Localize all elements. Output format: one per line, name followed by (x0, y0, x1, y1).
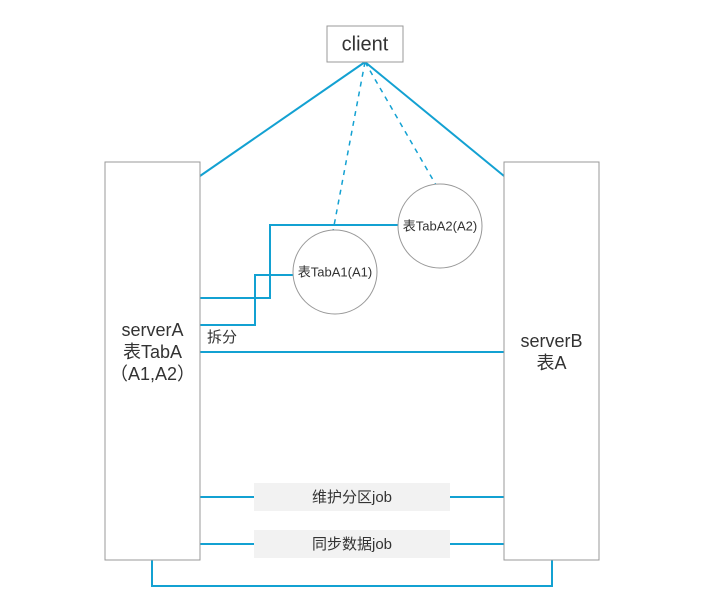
edge-solid-0 (200, 62, 365, 176)
edge-solid-4 (200, 275, 295, 325)
edge-solid-1 (365, 62, 504, 176)
edge-dashed-0 (333, 62, 365, 231)
architecture-diagram: client serverA表TabA（A1,A2） serverB表A 维护分区jo… (0, 0, 711, 614)
serverB-label-line-0: serverB (520, 331, 582, 351)
circleA1-label: 表TabA1(A1) (298, 264, 372, 279)
client-label: client (342, 33, 389, 55)
circleA2-label: 表TabA2(A2) (403, 218, 477, 233)
job1-label: 维护分区job (312, 489, 392, 506)
serverA-label-line-0: serverA (121, 320, 183, 340)
serverB-label-line-1: 表A (536, 353, 566, 373)
job2-label: 同步数据job (312, 536, 392, 553)
serverA-label-line-2: （A1,A2） (110, 364, 195, 384)
split-label: 拆分 (207, 329, 237, 346)
serverA-label-line-1: 表TabA (123, 342, 182, 362)
edge-dashed-1 (365, 62, 436, 185)
edge-solid-9 (152, 560, 552, 586)
